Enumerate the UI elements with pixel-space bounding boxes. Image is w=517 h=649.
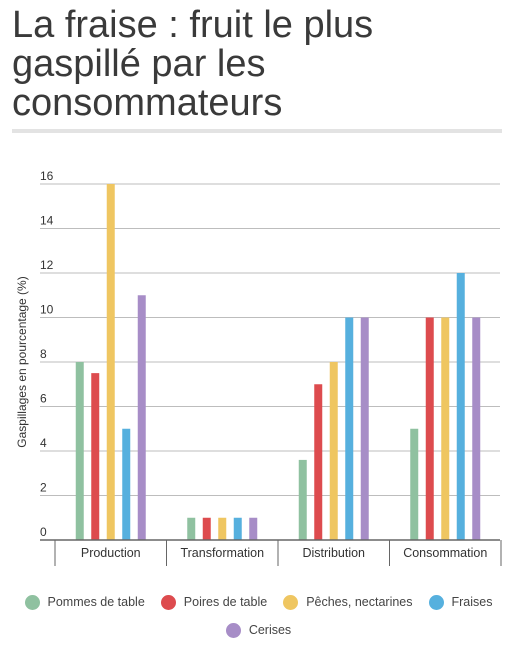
chart-title: La fraise : fruit le plus gaspillé par l… bbox=[12, 4, 374, 124]
bar bbox=[472, 317, 481, 540]
bar bbox=[314, 384, 323, 540]
legend-swatch bbox=[160, 594, 176, 610]
y-tick-label: 4 bbox=[40, 436, 47, 450]
bar bbox=[410, 428, 419, 540]
x-tick-label: Consommation bbox=[403, 546, 487, 560]
bar bbox=[441, 317, 450, 540]
legend-label: Cerises bbox=[248, 623, 292, 637]
bar bbox=[249, 517, 258, 540]
bar bbox=[122, 428, 131, 540]
y-tick-label: 2 bbox=[40, 481, 47, 495]
x-tick-label: Distribution bbox=[302, 546, 365, 560]
bar bbox=[91, 373, 100, 540]
y-tick-label: 14 bbox=[40, 214, 54, 228]
y-axis-label: Gaspillages en pourcentage (%) bbox=[15, 276, 29, 447]
legend-item: Fraises bbox=[428, 594, 493, 610]
legend-label: Pêches, nectarines bbox=[306, 595, 413, 609]
y-tick-label: 12 bbox=[40, 258, 54, 272]
bar bbox=[106, 184, 115, 540]
bar bbox=[345, 317, 354, 540]
legend-label: Poires de table bbox=[183, 595, 268, 609]
chart-legend: Pommes de table Poires de table Pêches, ne… bbox=[0, 588, 517, 644]
bar bbox=[298, 459, 307, 540]
bar-chart: 0 2 4 6 8 10 12 14 16 Gaspillages en pourcentage … bbox=[15, 169, 502, 566]
bar bbox=[202, 517, 211, 540]
legend-label: Fraises bbox=[451, 595, 493, 609]
bar bbox=[218, 517, 227, 540]
y-tick-label: 10 bbox=[40, 303, 54, 317]
legend-item: Poires de table bbox=[160, 594, 268, 610]
bar bbox=[329, 362, 338, 540]
x-tick-label: Production bbox=[81, 546, 141, 560]
legend-item: Cerises bbox=[225, 622, 292, 638]
legend-item: Pommes de table bbox=[24, 594, 145, 610]
y-tick-label: 8 bbox=[40, 347, 47, 361]
title-divider bbox=[12, 129, 502, 133]
legend-swatch bbox=[428, 594, 444, 610]
legend-row: Cerises bbox=[0, 616, 517, 644]
bar bbox=[425, 317, 434, 540]
x-tick-label: Transformation bbox=[180, 546, 264, 560]
bar bbox=[187, 517, 196, 540]
bar bbox=[137, 295, 146, 540]
bar bbox=[456, 273, 465, 540]
bar bbox=[75, 362, 84, 540]
y-tick-label: 0 bbox=[40, 525, 47, 539]
legend-swatch bbox=[24, 594, 40, 610]
bar bbox=[360, 317, 369, 540]
y-tick-label: 6 bbox=[40, 392, 47, 406]
legend-swatch bbox=[283, 594, 299, 610]
bar bbox=[233, 517, 242, 540]
legend-swatch bbox=[225, 622, 241, 638]
legend-label: Pommes de table bbox=[47, 595, 145, 609]
y-tick-label: 16 bbox=[40, 169, 54, 183]
legend-item: Pêches, nectarines bbox=[283, 594, 413, 610]
legend-row: Pommes de table Poires de table Pêches, ne… bbox=[0, 588, 517, 616]
